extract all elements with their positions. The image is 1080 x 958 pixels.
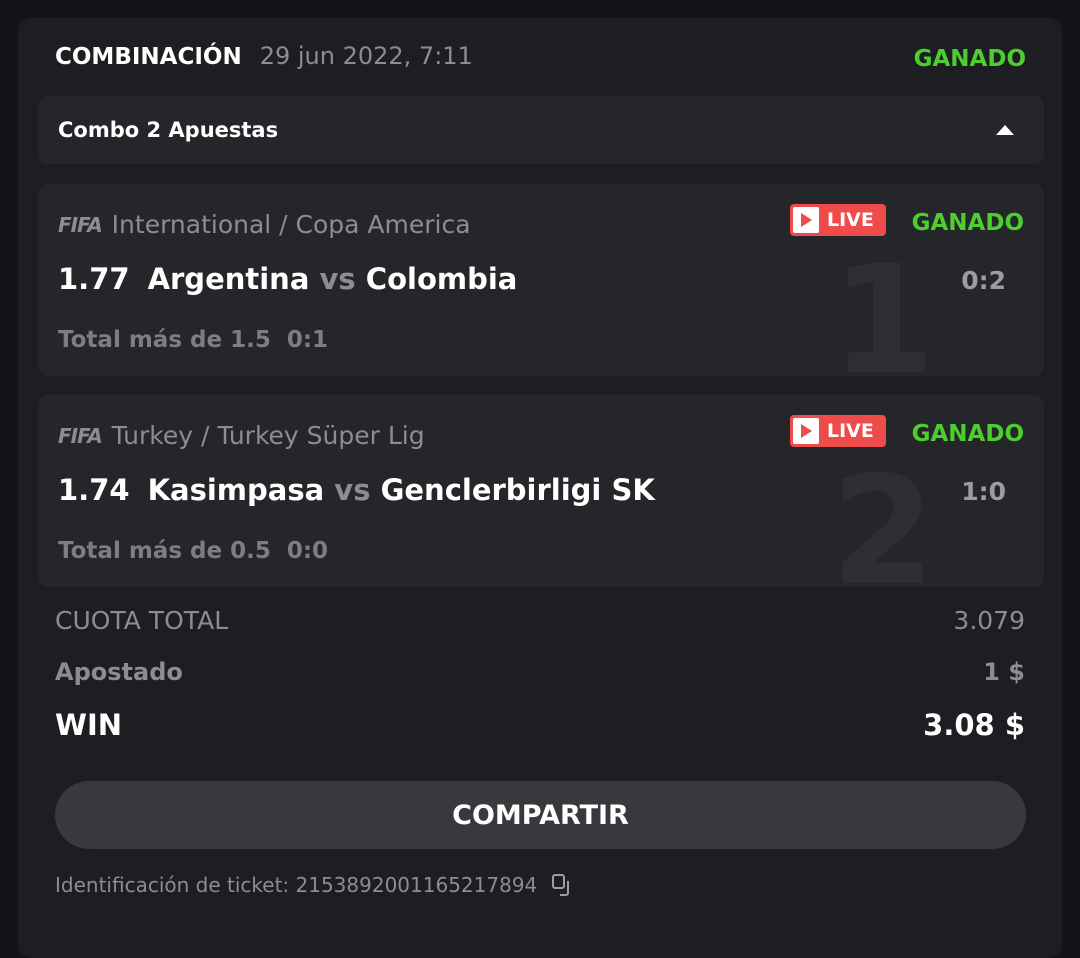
combo-label: Combo 2 Apuestas xyxy=(58,118,279,142)
ticket-id: Identificación de ticket: 21538920011652… xyxy=(55,873,575,897)
total-odds-row: CUOTA TOTAL 3.079 xyxy=(55,606,1025,635)
market-score: 0:0 xyxy=(286,538,329,564)
bet-ticket-card: COMBINACIÓN 29 jun 2022, 7:11 GANADO Com… xyxy=(18,18,1062,958)
win-label: WIN xyxy=(55,708,123,742)
ticket-status: GANADO xyxy=(913,46,1026,72)
bet-item: 2 FIFA Turkey / Turkey Süper Lig LIVE GAN… xyxy=(38,395,1044,587)
stake-label: Apostado xyxy=(55,658,183,686)
home-team: Kasimpasa xyxy=(147,473,325,507)
live-label: LIVE xyxy=(827,209,874,231)
vs-label: vs xyxy=(334,473,371,507)
fifa-logo-icon: FIFA xyxy=(58,212,103,237)
live-badge: LIVE xyxy=(790,415,886,447)
bet-odd: 1.77 xyxy=(58,262,130,296)
league-name: International / Copa America xyxy=(111,210,471,239)
play-icon xyxy=(793,418,819,444)
win-value: 3.08 $ xyxy=(923,708,1025,742)
league-name: Turkey / Turkey Süper Lig xyxy=(111,421,425,450)
market-name: Total más de 1.5 xyxy=(58,327,271,353)
market-name: Total más de 0.5 xyxy=(58,538,271,564)
total-odds-label: CUOTA TOTAL xyxy=(55,606,229,635)
copy-icon[interactable] xyxy=(551,873,575,897)
bet-status: GANADO xyxy=(911,421,1024,447)
market-score: 0:1 xyxy=(286,327,329,353)
match-score: 0:2 xyxy=(961,266,1006,295)
vs-label: vs xyxy=(319,262,356,296)
match-line: 1.77 Argentina vs Colombia xyxy=(58,262,517,296)
bet-status: GANADO xyxy=(911,210,1024,236)
market-line: Total más de 0.5 0:0 xyxy=(58,538,328,564)
fifa-logo-icon: FIFA xyxy=(58,423,103,448)
live-label: LIVE xyxy=(827,420,874,442)
win-row: WIN 3.08 $ xyxy=(55,708,1025,742)
bet-index: 1 xyxy=(830,234,936,376)
match-score: 1:0 xyxy=(961,477,1006,506)
bet-odd: 1.74 xyxy=(58,473,130,507)
live-badge: LIVE xyxy=(790,204,886,236)
market-line: Total más de 1.5 0:1 xyxy=(58,327,328,353)
bet-item: 1 FIFA International / Copa America LIVE … xyxy=(38,184,1044,376)
ticket-date: 29 jun 2022, 7:11 xyxy=(259,42,473,70)
share-button[interactable]: COMPARTIR xyxy=(55,781,1026,849)
ticket-header: COMBINACIÓN 29 jun 2022, 7:11 xyxy=(55,42,473,70)
match-line: 1.74 Kasimpasa vs Genclerbirligi SK xyxy=(58,473,655,507)
combo-toggle[interactable]: Combo 2 Apuestas xyxy=(38,96,1044,164)
ticket-id-text: Identificación de ticket: 21538920011652… xyxy=(55,873,538,897)
bet-index: 2 xyxy=(830,445,936,587)
away-team: Colombia xyxy=(365,262,518,296)
caret-up-icon xyxy=(996,125,1014,135)
away-team: Genclerbirligi SK xyxy=(380,473,655,507)
ticket-type: COMBINACIÓN xyxy=(55,44,242,70)
home-team: Argentina xyxy=(147,262,310,296)
total-odds-value: 3.079 xyxy=(953,606,1025,635)
stake-row: Apostado 1 $ xyxy=(55,658,1025,686)
stake-value: 1 $ xyxy=(983,658,1025,686)
play-icon xyxy=(793,207,819,233)
